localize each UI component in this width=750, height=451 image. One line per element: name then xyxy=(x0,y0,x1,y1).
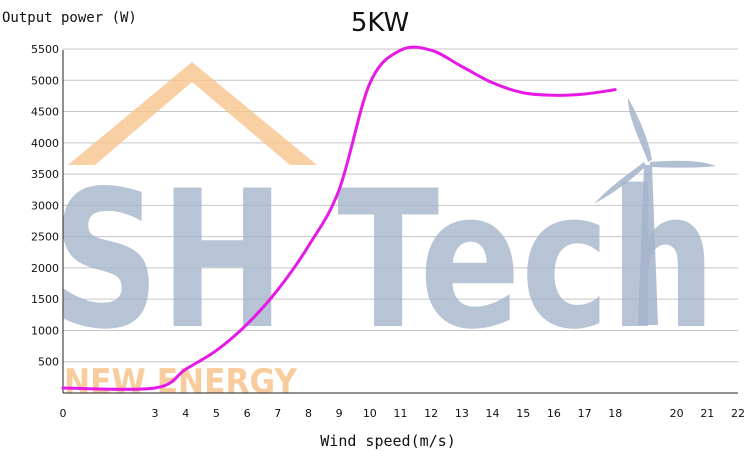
x-tick-label: 12 xyxy=(424,407,438,420)
y-tick-label: 1500 xyxy=(31,293,59,306)
y-tick-label: 5500 xyxy=(31,43,59,56)
x-tick-label: 3 xyxy=(152,407,159,420)
y-tick-label: 2500 xyxy=(31,231,59,244)
watermark-brand: SH Tech xyxy=(52,150,716,371)
y-tick-labels: 500 1000 1500 2000 2500 3000 3500 4000 4500 5000 5… xyxy=(31,43,59,369)
x-tick-label: 13 xyxy=(455,407,469,420)
y-axis-label: Output power (W) xyxy=(2,10,137,26)
x-tick-label: 15 xyxy=(516,407,530,420)
x-tick-label: 10 xyxy=(363,407,377,420)
x-tick-label: 11 xyxy=(394,407,408,420)
y-tick-label: 1000 xyxy=(31,324,59,337)
wind-turbine-icon xyxy=(594,98,716,325)
y-tick-label: 500 xyxy=(38,356,59,369)
x-tick-label: 16 xyxy=(547,407,561,420)
x-axis-label: Wind speed(m/s) xyxy=(320,432,455,450)
x-tick-label: 4 xyxy=(182,407,189,420)
watermark-subtitle: NEW ENERGY xyxy=(64,362,297,402)
x-tick-labels: 0 3 4 5 6 7 8 9 10 11 12 13 14 15 16 17 18 20 21 22 xyxy=(60,407,746,420)
watermark: SH Tech NEW ENERGY xyxy=(52,62,716,402)
x-tick-label: 18 xyxy=(608,407,622,420)
y-tick-label: 2000 xyxy=(31,262,59,275)
watermark-roof-icon xyxy=(68,62,317,165)
x-tick-label: 17 xyxy=(578,407,592,420)
chart-title: 5KW xyxy=(351,8,409,38)
x-tick-label: 21 xyxy=(700,407,714,420)
x-tick-label: 8 xyxy=(305,407,312,420)
x-tick-label: 6 xyxy=(244,407,251,420)
x-tick-label: 22 xyxy=(731,407,745,420)
x-tick-label: 9 xyxy=(336,407,343,420)
y-tick-label: 3000 xyxy=(31,199,59,212)
y-tick-label: 3500 xyxy=(31,168,59,181)
axes xyxy=(62,50,738,394)
y-tick-label: 5000 xyxy=(31,74,59,87)
x-tick-label: 14 xyxy=(486,407,500,420)
power-curve-line xyxy=(61,45,617,391)
x-tick-label: 0 xyxy=(60,407,67,420)
x-tick-label: 5 xyxy=(213,407,220,420)
x-tick-label: 7 xyxy=(274,407,281,420)
y-tick-label: 4500 xyxy=(31,106,59,119)
x-tick-label: 20 xyxy=(670,407,684,420)
y-tick-label: 4000 xyxy=(31,137,59,150)
gridlines xyxy=(63,48,738,363)
